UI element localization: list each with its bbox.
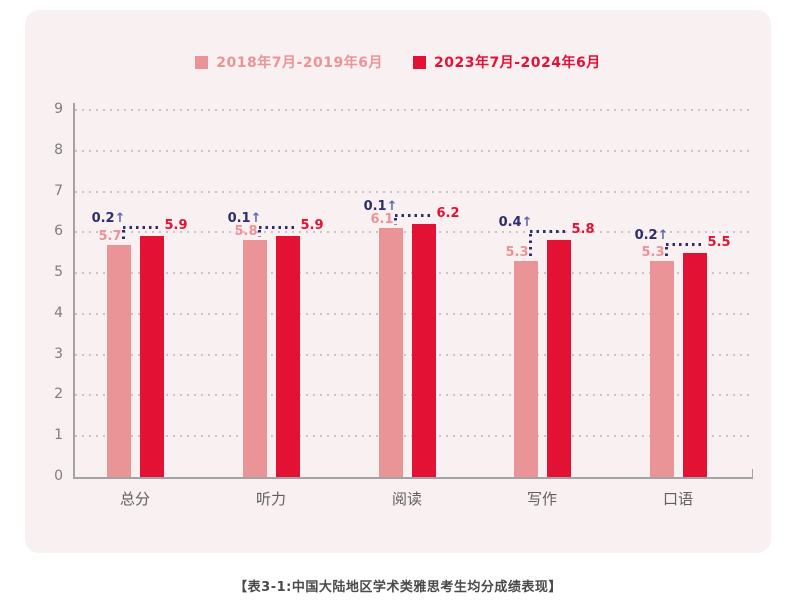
bar-2023年7月-2024年6月	[682, 252, 707, 477]
bar-2023年7月-2024年6月	[546, 240, 571, 477]
y-tick-label: 4	[54, 304, 63, 321]
bar-2018年7月-2019年6月	[649, 260, 674, 477]
y-tick-label: 0	[54, 468, 63, 484]
up-arrow-icon: ↑	[521, 215, 533, 231]
chart-caption: 【表3-1:中国大陆地区学术类雅思考生均分成绩表现】	[234, 580, 562, 595]
diff-connector-vertical	[528, 234, 532, 258]
up-arrow-icon: ↑	[114, 211, 126, 227]
gridline	[75, 190, 753, 193]
legend-label-2018-2019: 2018年7月-2019年6月	[216, 55, 383, 71]
category-label: 听力	[255, 490, 286, 508]
category-label: 写作	[526, 490, 557, 508]
diff-connector-horizontal	[665, 242, 703, 246]
diff-connector-horizontal	[258, 226, 296, 230]
diff-annotation: 0.4↑	[498, 215, 533, 231]
y-tick-label: 9	[54, 101, 63, 117]
legend: 2018年7月-2019年6月 2023年7月-2024年6月	[25, 52, 771, 72]
bar-2018年7月-2019年6月	[378, 228, 403, 477]
legend-swatch-pink	[195, 55, 209, 69]
category-label: 总分	[119, 490, 150, 508]
bar-2023年7月-2024年6月	[139, 236, 164, 477]
x-axis-end-tick	[751, 469, 753, 477]
legend-label-2023-2024: 2023年7月-2024年6月	[434, 55, 601, 71]
gridline	[75, 149, 753, 152]
legend-item-2018-2019: 2018年7月-2019年6月	[195, 52, 383, 72]
diff-connector-horizontal	[529, 230, 567, 234]
y-tick-label: 8	[54, 141, 63, 158]
value-label-red: 5.5	[707, 234, 731, 250]
y-tick-label: 7	[54, 182, 63, 199]
diff-connector-vertical	[121, 230, 125, 242]
y-axis	[73, 103, 75, 478]
value-label-red: 5.9	[164, 218, 188, 234]
diff-annotation: 0.1↑	[363, 199, 398, 215]
y-tick-label: 5	[54, 264, 63, 281]
diff-connector-vertical	[664, 246, 668, 258]
diff-connector-vertical	[393, 218, 397, 226]
legend-swatch-red	[413, 55, 426, 69]
value-label-pink: 5.8	[234, 224, 258, 240]
y-tick-label: 1	[54, 427, 63, 444]
bar-2023年7月-2024年6月	[275, 236, 300, 477]
value-label-pink: 5.3	[505, 244, 529, 260]
y-tick-label: 3	[54, 345, 63, 362]
diff-connector-horizontal	[122, 226, 160, 230]
diff-annotation: 0.1↑	[227, 211, 262, 227]
y-tick-label: 2	[54, 386, 63, 403]
bar-2018年7月-2019年6月	[513, 260, 538, 477]
diff-annotation: 0.2↑	[91, 211, 126, 227]
value-label-red: 5.8	[571, 222, 595, 238]
value-label-pink: 5.7	[98, 228, 122, 244]
value-label-pink: 6.1	[370, 212, 394, 228]
x-axis	[73, 477, 753, 479]
up-arrow-icon: ↑	[250, 211, 262, 227]
legend-item-2023-2024: 2023年7月-2024年6月	[413, 52, 601, 72]
y-tick-label: 6	[54, 223, 63, 240]
diff-connector-horizontal	[394, 214, 432, 218]
value-label-red: 6.2	[436, 206, 460, 222]
gridline	[75, 109, 753, 111]
up-arrow-icon: ↑	[386, 199, 398, 215]
bar-2018年7月-2019年6月	[242, 240, 267, 477]
value-label-red: 5.9	[300, 218, 324, 234]
category-label: 口语	[662, 490, 693, 508]
bar-2023年7月-2024年6月	[411, 224, 436, 477]
value-label-pink: 5.3	[641, 244, 665, 260]
diff-connector-vertical	[257, 230, 261, 238]
diff-annotation: 0.2↑	[634, 227, 669, 243]
category-label: 阅读	[391, 490, 422, 508]
up-arrow-icon: ↑	[657, 227, 669, 243]
bar-2018年7月-2019年6月	[106, 244, 131, 477]
